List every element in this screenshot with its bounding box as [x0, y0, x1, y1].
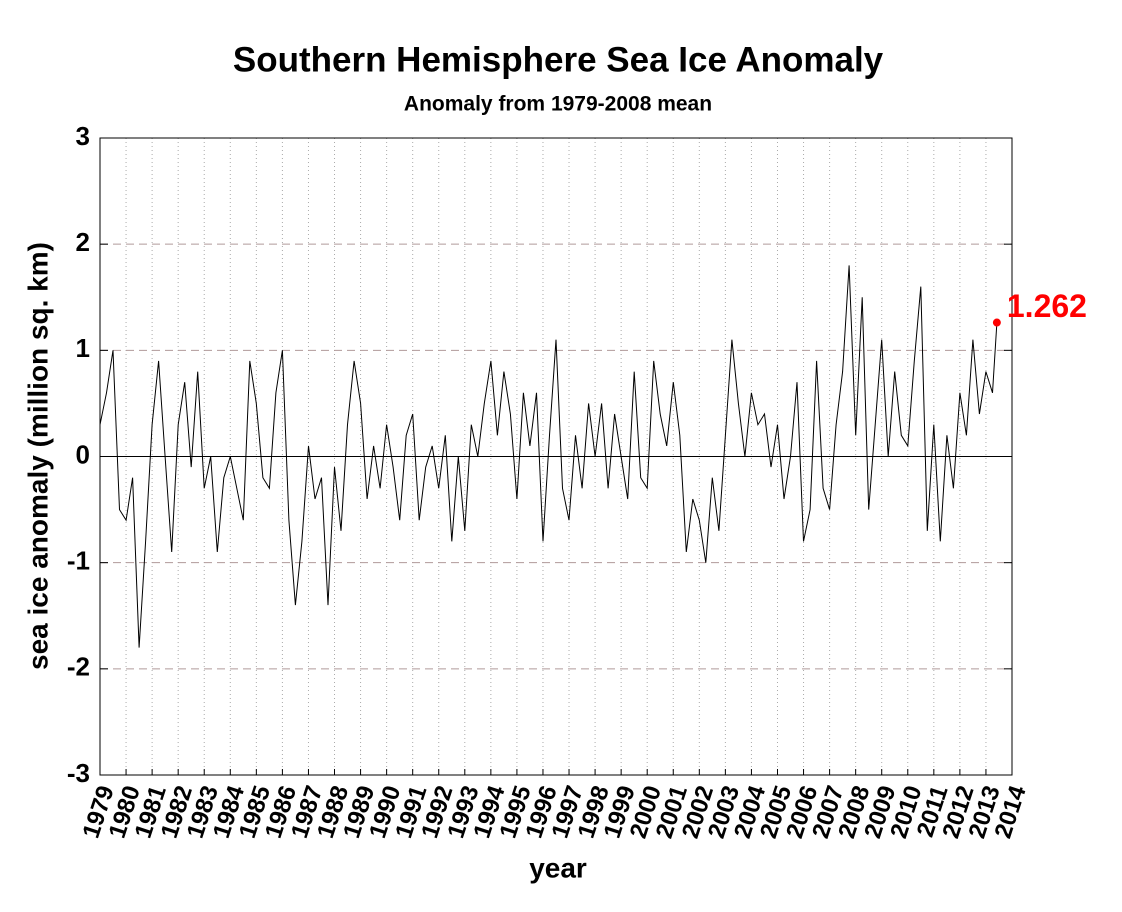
y-tick-label: -3 [67, 758, 90, 788]
plot-frame [99, 137, 1013, 776]
y-tick-label: 2 [76, 227, 90, 257]
annotation-label: 1.262 [1007, 288, 1087, 324]
y-tick-label: -1 [67, 546, 90, 576]
annotation-dot [992, 318, 1001, 327]
y-tick-label: 0 [76, 439, 90, 469]
chart-subtitle: Anomaly from 1979-2008 mean [404, 93, 712, 116]
y-tick-label: -2 [67, 652, 90, 682]
data-line [99, 265, 998, 648]
y-tick-label: 3 [76, 121, 90, 151]
y-tick-label: 1 [76, 333, 90, 363]
y-axis-label: sea ice anomaly (million sq. km) [22, 242, 53, 670]
chart-title: Southern Hemisphere Sea Ice Anomaly [233, 40, 884, 79]
x-axis-label: year [529, 852, 587, 883]
